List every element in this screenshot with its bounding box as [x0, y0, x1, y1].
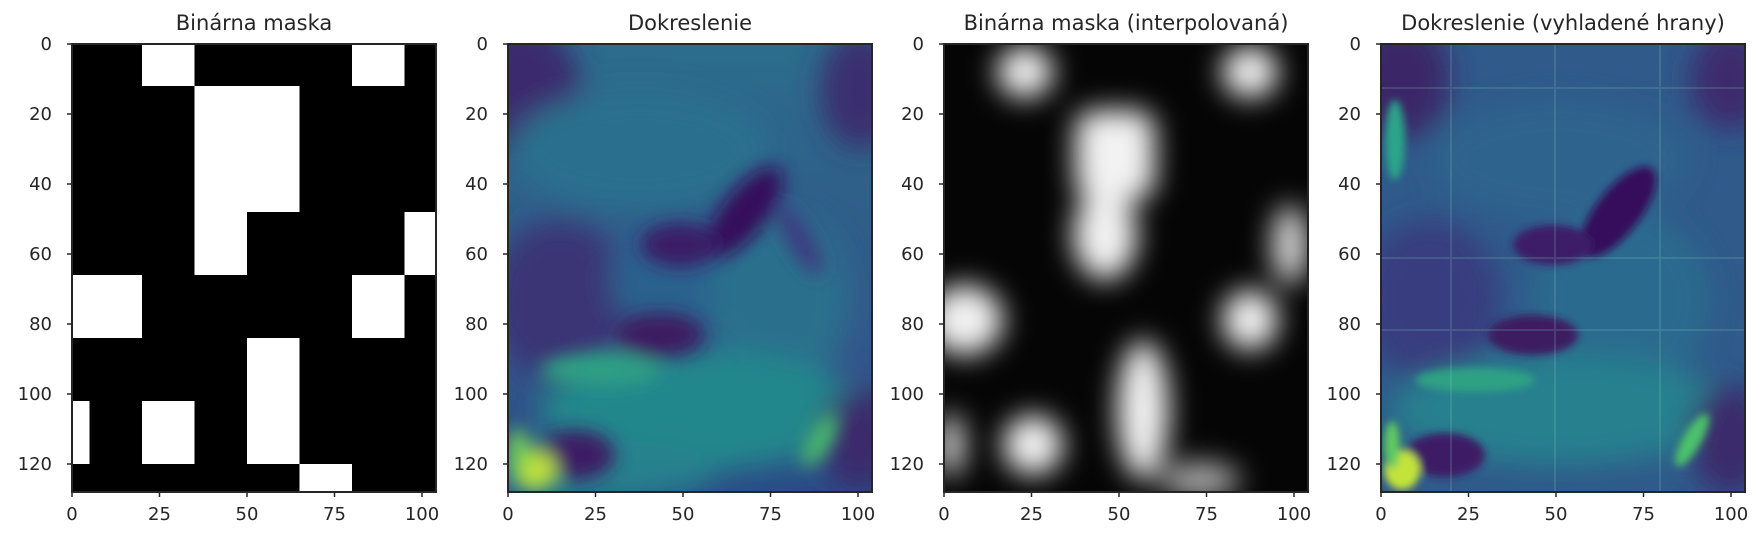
x-tick-labels: 0 25 50 75 100 — [1375, 492, 1748, 525]
y-tick-label: 120 — [454, 454, 488, 475]
y-tick-label: 120 — [890, 454, 924, 475]
y-tick-label: 80 — [901, 314, 924, 335]
panel-dokreslenie: Dokreslenie — [454, 11, 876, 525]
axes-frame — [1380, 43, 1746, 493]
y-tick-labels: 0 20 40 60 80 100 120 — [18, 34, 72, 475]
y-tick-label: 20 — [1338, 104, 1361, 125]
y-tick-label: 0 — [1350, 34, 1361, 55]
x-tick-label: 25 — [1020, 504, 1043, 525]
x-tick-label: 25 — [584, 504, 607, 525]
axes-frame — [71, 43, 437, 493]
y-tick-label: 60 — [29, 244, 52, 265]
y-tick-label: 100 — [890, 384, 924, 405]
chart-title: Dokreslenie (vyhladené hrany) — [1401, 11, 1725, 35]
y-tick-labels: 0 20 40 60 80 100 120 — [890, 34, 944, 475]
y-tick-label: 100 — [18, 384, 52, 405]
mask-region — [72, 401, 90, 464]
y-tick-label: 100 — [1327, 384, 1361, 405]
mask-region — [72, 275, 142, 338]
panel-interpolated-mask: Binárna maska (interpolovaná) 0 25 50 75 100… — [890, 11, 1312, 525]
y-tick-labels: 0 20 40 60 80 100 120 — [1327, 34, 1381, 475]
y-tick-label: 20 — [29, 104, 52, 125]
x-tick-label: 0 — [66, 504, 77, 525]
y-tick-label: 80 — [465, 314, 488, 335]
interpolated-image — [944, 44, 1308, 492]
x-tick-labels: 0 25 50 75 100 — [938, 492, 1311, 525]
y-tick-label: 120 — [1327, 454, 1361, 475]
mask-region — [194, 212, 247, 275]
mask-region — [299, 464, 352, 492]
mask-regions — [72, 44, 436, 492]
y-tick-label: 40 — [465, 174, 488, 195]
x-tick-label: 25 — [148, 504, 171, 525]
y-tick-label: 80 — [29, 314, 52, 335]
x-tick-label: 50 — [672, 504, 695, 525]
chart-title: Binárna maska (interpolovaná) — [964, 11, 1289, 35]
y-tick-label: 0 — [477, 34, 488, 55]
y-tick-label: 40 — [29, 174, 52, 195]
y-tick-label: 60 — [901, 244, 924, 265]
panel-dokreslenie-vyhladene: Dokreslenie (vyhladené hrany) — [1327, 11, 1749, 525]
chart-title: Dokreslenie — [628, 11, 752, 35]
y-tick-label: 60 — [1338, 244, 1361, 265]
x-tick-label: 100 — [1277, 504, 1311, 525]
x-tick-label: 100 — [405, 504, 439, 525]
mask-region — [247, 338, 300, 464]
x-tick-label: 25 — [1457, 504, 1480, 525]
x-tick-label: 100 — [1714, 504, 1748, 525]
y-tick-label: 0 — [913, 34, 924, 55]
x-tick-label: 50 — [1108, 504, 1131, 525]
x-tick-label: 0 — [502, 504, 513, 525]
x-tick-label: 75 — [1195, 504, 1218, 525]
x-tick-labels: 0 25 50 75 100 — [502, 492, 875, 525]
y-tick-label: 80 — [1338, 314, 1361, 335]
y-tick-label: 100 — [454, 384, 488, 405]
x-tick-label: 75 — [323, 504, 346, 525]
axes-frame — [943, 43, 1309, 493]
y-tick-label: 120 — [18, 454, 52, 475]
panel-binary-mask: Binárna maska 0 25 50 75 100 0 20 40 60 80 100 120 — [18, 11, 440, 525]
x-tick-labels: 0 25 50 75 100 — [66, 492, 439, 525]
y-tick-label: 60 — [465, 244, 488, 265]
mask-region — [142, 401, 195, 464]
mask-region — [404, 212, 436, 275]
y-tick-labels: 0 20 40 60 80 100 120 — [454, 34, 508, 475]
x-tick-label: 0 — [1375, 504, 1386, 525]
mask-region — [194, 86, 300, 212]
chart-title: Binárna maska — [176, 11, 332, 35]
x-tick-label: 50 — [236, 504, 259, 525]
x-tick-label: 75 — [759, 504, 782, 525]
axes-frame — [507, 43, 873, 493]
x-tick-label: 50 — [1545, 504, 1568, 525]
x-tick-label: 0 — [938, 504, 949, 525]
x-tick-label: 75 — [1632, 504, 1655, 525]
y-tick-label: 20 — [465, 104, 488, 125]
y-tick-label: 40 — [1338, 174, 1361, 195]
y-tick-label: 40 — [901, 174, 924, 195]
viridis-image — [508, 44, 872, 492]
viridis-image-smoothed — [1381, 44, 1745, 492]
y-tick-label: 20 — [901, 104, 924, 125]
y-tick-label: 0 — [41, 34, 52, 55]
mask-region — [142, 44, 195, 86]
x-tick-label: 100 — [841, 504, 875, 525]
mask-region — [352, 275, 405, 338]
mask-region — [352, 44, 405, 86]
